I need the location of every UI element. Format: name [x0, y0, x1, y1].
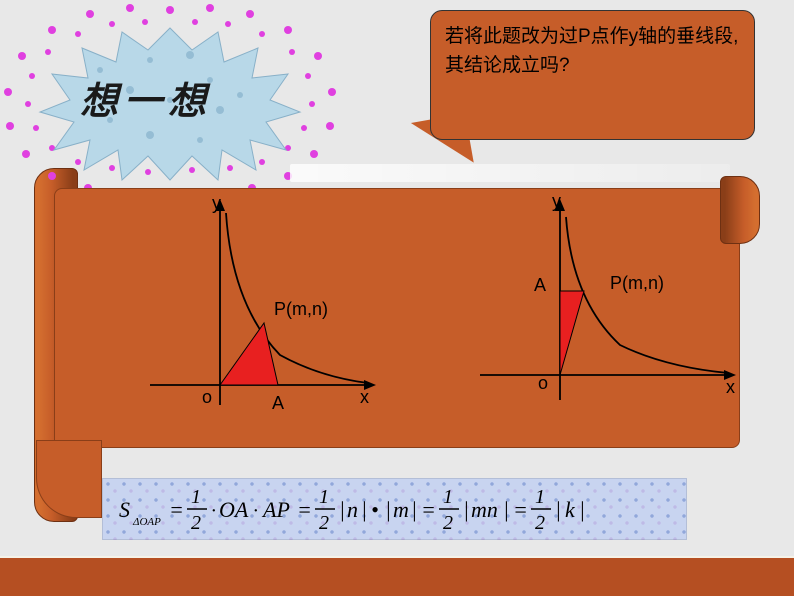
svg-text:|: |	[385, 497, 391, 522]
svg-text:2: 2	[191, 512, 201, 534]
svg-text:|: |	[411, 497, 417, 522]
chart-left: y x o A P(m,n)	[120, 195, 380, 425]
svg-text:=: =	[297, 497, 312, 522]
bottom-bar	[0, 556, 794, 596]
svg-text:•: •	[371, 497, 379, 522]
svg-text:|: |	[463, 497, 469, 522]
chart-right: y x o A P(m,n)	[450, 195, 710, 425]
svg-text:mn: mn	[471, 497, 498, 522]
svg-text:=: =	[513, 497, 528, 522]
starburst: 想一想	[0, 0, 340, 200]
left-x-label: x	[360, 387, 369, 408]
scroll-left-curl	[36, 440, 102, 518]
callout-text: 若将此题改为过P点作y轴的垂线段,其结论成立吗?	[445, 26, 738, 76]
svg-text:m: m	[393, 497, 409, 522]
svg-text:1: 1	[191, 486, 201, 508]
svg-text:OA: OA	[219, 497, 249, 522]
svg-text:AP: AP	[261, 497, 290, 522]
right-y-label: y	[552, 191, 561, 212]
svg-text:=: =	[421, 497, 436, 522]
right-P-label: P(m,n)	[610, 273, 664, 294]
svg-text:|: |	[339, 497, 345, 522]
svg-text:S: S	[119, 497, 130, 522]
formula-svg: S ΔOAP = 1 2 · OA · AP = 1 2 | n | • | m…	[115, 481, 675, 537]
svg-text:|: |	[361, 497, 367, 522]
svg-text:|: |	[555, 497, 561, 522]
left-A-label: A	[272, 393, 284, 414]
left-origin-label: o	[202, 387, 212, 408]
right-A-label: A	[534, 275, 546, 296]
svg-text:·: ·	[253, 500, 258, 522]
formula-box: S ΔOAP = 1 2 · OA · AP = 1 2 | n | • | m…	[102, 478, 687, 540]
svg-text:|: |	[503, 497, 509, 522]
svg-text:1: 1	[319, 486, 329, 508]
left-P-label: P(m,n)	[274, 299, 328, 320]
scroll-top-strip	[290, 164, 730, 182]
right-origin-label: o	[538, 373, 548, 394]
right-x-label: x	[726, 377, 735, 398]
svg-text:2: 2	[319, 512, 329, 534]
svg-text:n: n	[347, 497, 358, 522]
svg-text:1: 1	[443, 486, 453, 508]
starburst-title: 想一想	[80, 70, 212, 125]
svg-text:k: k	[565, 497, 576, 522]
svg-text:2: 2	[443, 512, 453, 534]
left-y-label: y	[212, 193, 221, 214]
svg-text:·: ·	[211, 500, 216, 522]
svg-text:=: =	[169, 497, 184, 522]
callout: 若将此题改为过P点作y轴的垂线段,其结论成立吗?	[430, 10, 755, 140]
svg-text:ΔOAP: ΔOAP	[132, 516, 161, 528]
svg-text:|: |	[579, 497, 585, 522]
svg-text:1: 1	[535, 486, 545, 508]
svg-text:2: 2	[535, 512, 545, 534]
